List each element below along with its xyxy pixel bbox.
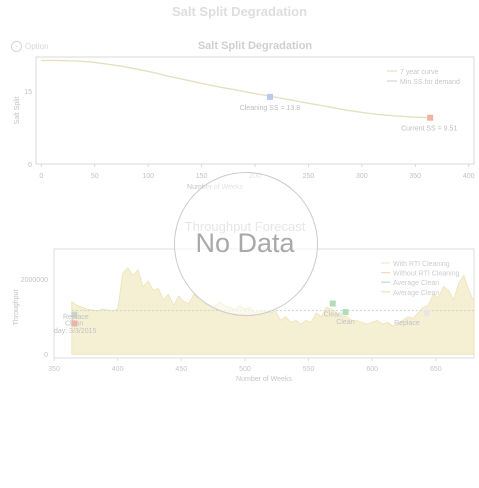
legend-label: Min SS for demand [400,79,460,86]
legend-label: Average Clean [393,290,439,297]
x-tick-label: 600 [366,366,378,373]
x-tick-label: 450 [175,366,187,373]
no-data-message: No Data [195,228,295,258]
marker-point [427,114,434,121]
y-tick-label: 0 [44,352,48,359]
x-tick-label: 100 [142,173,154,180]
option-label: Option [25,42,49,51]
marker-point [329,300,336,307]
x-tick-label: 650 [430,366,442,373]
marker-point [266,93,273,100]
y-tick-label: 2000000 [21,277,48,284]
x-tick-label: 50 [91,173,99,180]
series-area [71,267,475,355]
date-annotation: day: 3/3/2015 [54,328,97,335]
x-tick-label: 500 [239,366,251,373]
marker-label: Clean [65,320,83,327]
y-axis-label: Salt Split [14,97,21,125]
x-axis-label: Number of Weeks [236,376,292,383]
x-tick-label: 300 [356,173,368,180]
page-title: Salt Split Degradation [171,4,308,19]
option-toggle[interactable]: ⌄ Option [11,41,49,52]
marker-point [71,320,78,327]
marker-label: Replace [63,314,89,321]
chevron-down-icon[interactable]: ⌄ [11,41,22,52]
x-tick-label: 550 [303,366,315,373]
marker-point [342,309,349,316]
legend-label: Average Clean [393,280,439,287]
salt-chart-title: Salt Split Degradation [197,40,313,52]
marker-point [423,309,430,316]
marker-label: Clean [336,319,354,326]
marker-point [71,311,78,318]
legend-label: Without RTI Cleaning [393,271,460,278]
x-tick-label: 250 [303,173,315,180]
marker-label: Cleaning SS = 13.8 [240,105,301,112]
x-tick-label: 400 [463,173,475,180]
marker-label: Replace [394,320,420,327]
series-line [41,59,431,119]
x-tick-label: 400 [112,366,124,373]
marker-label: Current SS = 9.51 [401,126,457,133]
y-axis-label: Throughput [13,290,20,326]
y-tick-label: 15 [24,89,32,96]
x-tick-label: 150 [196,173,208,180]
x-tick-label: 0 [39,173,43,180]
legend-label: With RTI Cleaning [393,261,450,268]
y-tick-label: 0 [28,162,32,169]
legend-label: 7 year curve [400,69,439,76]
x-tick-label: 350 [48,366,60,373]
x-tick-label: 350 [409,173,421,180]
no-data-overlay [174,172,318,316]
no-data-subtitle: Throughput Forecast [184,219,306,234]
marker-label: Clean [324,312,342,319]
